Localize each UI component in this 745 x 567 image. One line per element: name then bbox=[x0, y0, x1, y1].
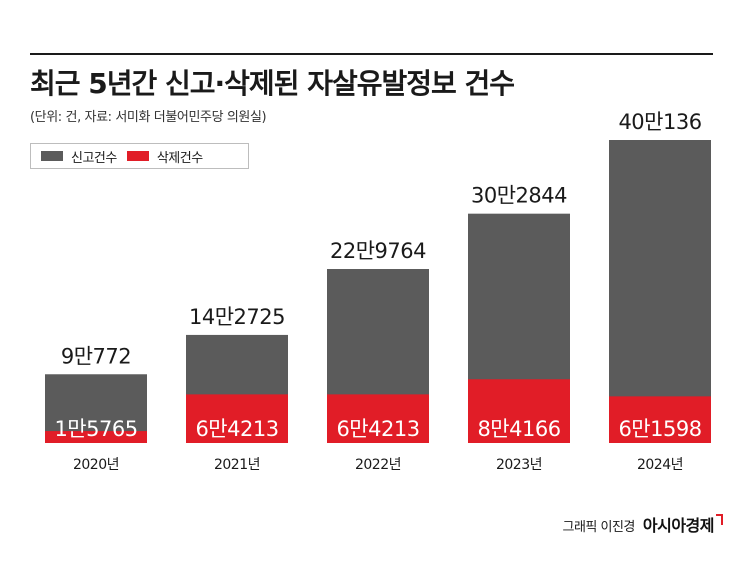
data-label-report-3: 22만9764 bbox=[330, 239, 426, 263]
data-label-deletion-1: 1만5765 bbox=[54, 417, 137, 441]
bar-deletion-3 bbox=[327, 394, 429, 443]
data-label-report-4: 30만2844 bbox=[471, 184, 567, 208]
data-label-report-1: 9만772 bbox=[61, 344, 131, 368]
graphic-credit: 그래픽 이진경 bbox=[562, 520, 635, 535]
footer: 그래픽 이진경 아시아경제 bbox=[562, 512, 723, 536]
legend-item-deletion: 삭제건수 bbox=[126, 147, 203, 166]
brand-logo: 아시아경제 bbox=[643, 512, 723, 536]
bar-report-5 bbox=[609, 140, 711, 443]
bar-deletion-2 bbox=[186, 394, 288, 443]
legend-item-report: 신고건수 bbox=[41, 147, 117, 166]
data-label-deletion-4: 8만4166 bbox=[477, 417, 560, 441]
x-tick-label-5: 2024년 bbox=[637, 457, 683, 473]
data-label-report-2: 14만2725 bbox=[189, 305, 285, 329]
brand-mark-icon bbox=[716, 514, 723, 525]
legend-swatch-deletion bbox=[126, 151, 149, 161]
x-tick-label-2: 2021년 bbox=[214, 457, 260, 473]
data-label-report-5: 40만136 bbox=[618, 110, 701, 134]
legend-label-report: 신고건수 bbox=[71, 150, 117, 166]
bar-deletion-4 bbox=[468, 379, 570, 443]
legend-swatch-report bbox=[41, 151, 63, 161]
data-label-deletion-3: 6만4213 bbox=[336, 417, 419, 441]
x-tick-label-3: 2022년 bbox=[355, 457, 401, 473]
chart-title: 최근 5년간 신고·삭제된 자살유발정보 건수 bbox=[30, 67, 515, 100]
legend-label-deletion: 삭제건수 bbox=[156, 150, 203, 166]
bar-deletion-1 bbox=[45, 431, 147, 443]
brand-name: 아시아경제 bbox=[642, 516, 715, 535]
x-tick-label-4: 2023년 bbox=[496, 457, 542, 473]
x-tick-label-1: 2020년 bbox=[73, 457, 119, 473]
data-label-deletion-2: 6만4213 bbox=[195, 417, 278, 441]
top-rule bbox=[30, 53, 713, 55]
chart-subtitle: (단위: 건, 자료: 서미화 더불어민주당 의원실) bbox=[30, 110, 267, 125]
legend: 신고건수 삭제건수 bbox=[30, 143, 249, 169]
bar-deletion-5 bbox=[609, 396, 711, 443]
data-label-deletion-5: 6만1598 bbox=[618, 417, 701, 441]
